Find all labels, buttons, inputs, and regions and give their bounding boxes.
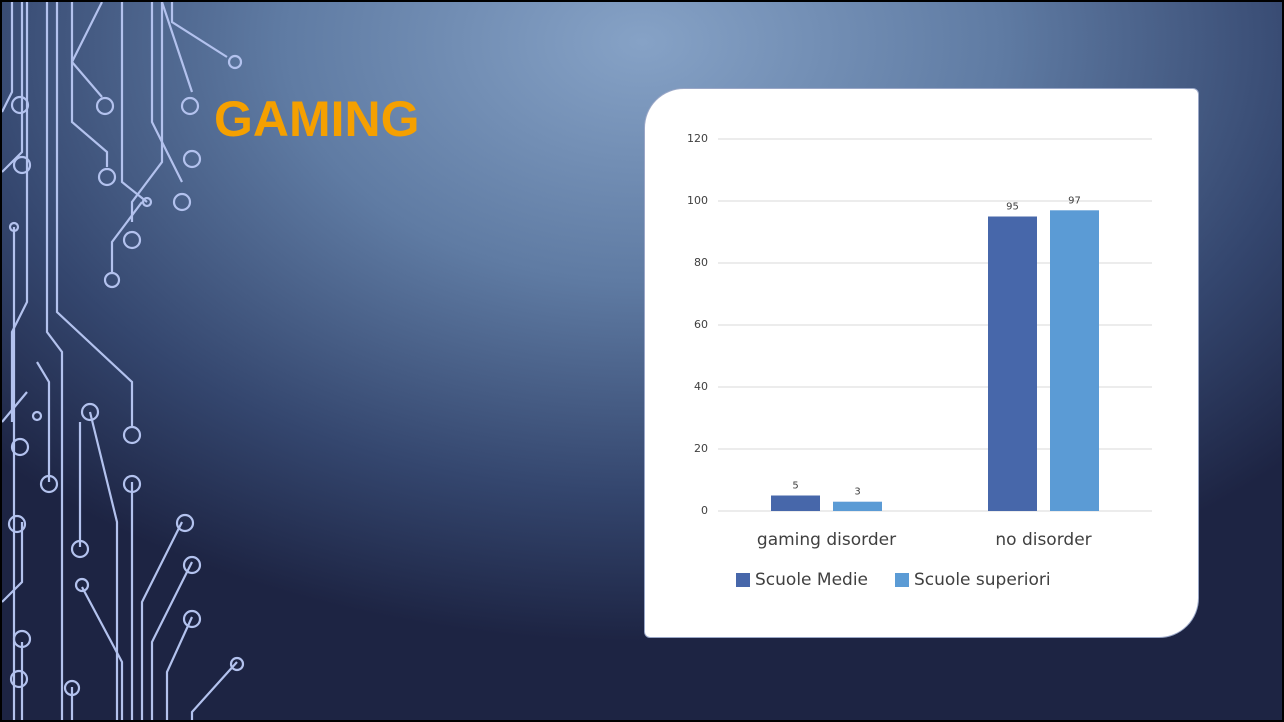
data-label: 95 [1006,202,1019,213]
legend-swatch [736,573,750,587]
bar [833,502,882,511]
slide-title: GAMING [214,90,420,148]
y-tick-label: 40 [694,380,708,393]
bar [1050,210,1099,511]
bar [771,496,820,512]
data-label: 97 [1068,195,1081,206]
y-tick-label: 80 [694,256,708,269]
data-label: 3 [854,487,860,498]
slide: GAMING 0 20 40 60 80 100 120 gaming disorder 5 3 n… [0,0,1284,722]
y-tick-label: 60 [694,318,708,331]
legend-label: Scuole Medie [755,570,868,590]
data-label: 5 [792,481,798,492]
chart: 0 20 40 60 80 100 120 gaming disorder 5 3 no disor… [644,88,1199,638]
legend-swatch [895,573,909,587]
bar [988,217,1037,512]
x-tick-label: no disorder [995,530,1091,550]
legend-label: Scuole superiori [914,570,1051,590]
y-tick-label: 0 [701,504,708,517]
y-tick-label: 120 [687,132,708,145]
y-tick-label: 20 [694,442,708,455]
x-tick-label: gaming disorder [757,530,896,550]
y-tick-label: 100 [687,194,708,207]
